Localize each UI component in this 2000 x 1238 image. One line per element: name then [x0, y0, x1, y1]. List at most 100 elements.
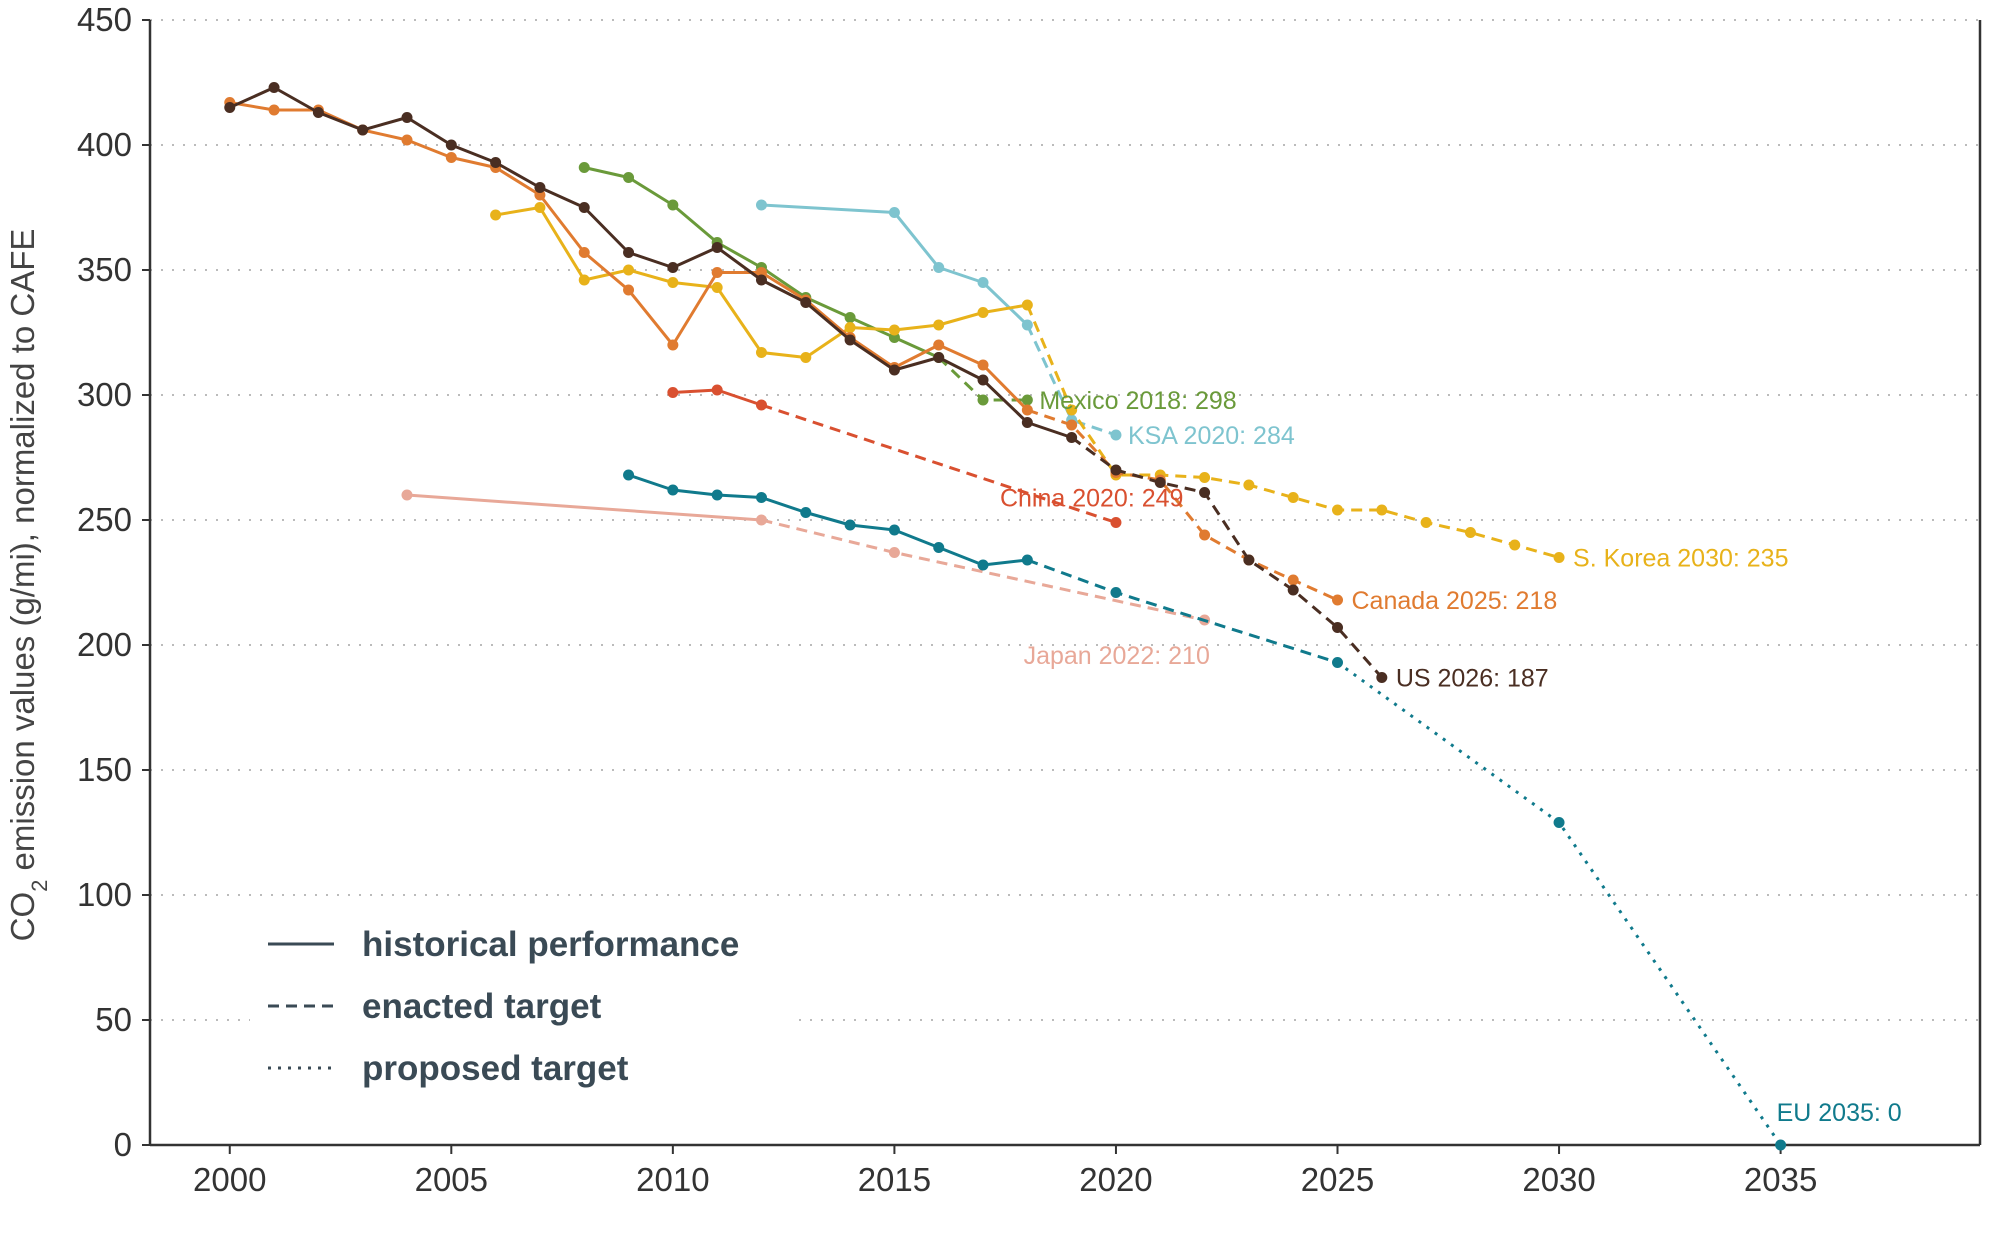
point-china-2011	[711, 384, 723, 396]
point-us-2004	[401, 112, 413, 123]
point-us-2009	[623, 247, 635, 258]
point-us-2002	[312, 107, 324, 118]
x-tick-label-2010: 2010	[636, 1161, 709, 1198]
point-canada-2016	[933, 339, 945, 351]
point-us-2022	[1199, 487, 1211, 498]
point-us-2016	[933, 352, 945, 363]
y-tick-label-350: 350	[77, 251, 132, 288]
point-us-2001	[268, 82, 280, 93]
point-canada-2008	[578, 247, 590, 258]
point-s-korea-2029	[1509, 539, 1521, 551]
series-mexico	[578, 162, 1033, 406]
y-tick-label-0: 0	[114, 1126, 132, 1163]
series-japan-historical-line	[405, 493, 763, 522]
point-s-korea-2006	[490, 209, 502, 221]
point-eu-2013	[800, 507, 812, 518]
point-us-2014	[844, 334, 856, 346]
point-mexico-2008	[578, 162, 590, 173]
point-eu-2030	[1553, 817, 1565, 828]
series-china	[667, 384, 1122, 528]
y-axis-label-main: CO	[4, 892, 41, 942]
series-us	[224, 82, 1388, 683]
point-ksa-2016	[933, 262, 945, 273]
point-eu-2016	[933, 542, 945, 553]
series-eu-historical-line	[627, 473, 1029, 567]
point-eu-2014	[844, 519, 856, 531]
x-tick-label-2000: 2000	[193, 1161, 266, 1198]
point-canada-2024	[1287, 574, 1299, 586]
point-us-2007	[534, 182, 546, 193]
point-eu-2017	[977, 559, 989, 571]
y-tick-label-150: 150	[77, 751, 132, 788]
y-tick-label-450: 450	[77, 1, 132, 38]
point-japan-2004	[401, 489, 413, 501]
legend-label-historical: historical performance	[362, 925, 739, 964]
label-eu: EU 2035: 0	[1777, 1099, 1902, 1127]
y-tick-label-50: 50	[95, 1001, 132, 1038]
y-tick-label-300: 300	[77, 376, 132, 413]
x-tick-label-2020: 2020	[1079, 1161, 1152, 1198]
point-japan-2012	[755, 514, 767, 526]
point-s-korea-2023	[1243, 479, 1255, 491]
point-mexico-2010	[667, 199, 679, 211]
y-tick-label-100: 100	[77, 876, 132, 913]
series-canada-enacted-line	[1026, 408, 1339, 602]
series-us-historical-line	[228, 86, 1074, 439]
point-eu-2010	[667, 484, 679, 496]
point-us-2025	[1332, 622, 1344, 633]
point-s-korea-2008	[578, 274, 590, 286]
point-s-korea-2011	[711, 282, 723, 293]
grid	[150, 19, 1980, 1021]
point-china-2020	[1110, 517, 1122, 528]
point-eu-2018	[1021, 554, 1033, 566]
point-canada-2004	[401, 134, 413, 146]
y-axis-label: CO2 emission values (g/mi), normalized t…	[4, 229, 52, 942]
point-s-korea-2022	[1199, 472, 1211, 483]
label-ksa: KSA 2020: 284	[1128, 422, 1295, 450]
x-tick-label-2015: 2015	[858, 1161, 931, 1198]
point-canada-2018	[1021, 404, 1033, 416]
point-us-2010	[667, 262, 679, 273]
point-eu-2012	[755, 492, 767, 503]
series-ksa	[755, 199, 1122, 441]
legend-background	[250, 905, 790, 1095]
legend-label-enacted: enacted target	[362, 987, 602, 1026]
point-us-2005	[445, 139, 457, 151]
point-ksa-2017	[977, 277, 989, 288]
x-tick-label-2035: 2035	[1744, 1161, 1817, 1198]
point-s-korea-2027	[1420, 517, 1432, 528]
label-us: US 2026: 187	[1396, 665, 1549, 693]
point-us-2013	[800, 297, 812, 308]
point-canada-2001	[268, 104, 280, 116]
point-eu-2011	[711, 489, 723, 501]
series-japan	[401, 489, 1211, 626]
series-eu	[623, 469, 1787, 1151]
point-s-korea-2030	[1553, 552, 1565, 563]
point-s-korea-2010	[667, 277, 679, 288]
label-mexico: Mexico 2018: 298	[1039, 387, 1236, 415]
point-us-2003	[357, 124, 369, 136]
x-ticks: 2000 2005 2010 2015 2020 2025 2030 2035	[193, 1145, 1817, 1198]
y-tick-label-250: 250	[77, 501, 132, 538]
point-china-2012	[755, 399, 767, 411]
point-us-2023	[1243, 554, 1255, 566]
point-s-korea-2012	[755, 347, 767, 358]
point-us-2000	[224, 102, 236, 113]
axes	[148, 20, 1982, 1147]
point-canada-2025	[1332, 594, 1344, 606]
point-us-2024	[1287, 584, 1299, 596]
point-us-2019	[1066, 432, 1078, 443]
series-labels: Mexico 2018: 298 KSA 2020: 284 S. Korea 20…	[1000, 387, 1902, 1127]
x-tick-label-2030: 2030	[1522, 1161, 1595, 1198]
x-tick-label-2005: 2005	[415, 1161, 488, 1198]
point-canada-2022	[1199, 529, 1211, 541]
point-s-korea-2028	[1464, 527, 1476, 538]
y-ticks: 0 50 100 150 200 250 300 350 400 450	[77, 1, 150, 1163]
legend: historical performance enacted target pr…	[250, 905, 790, 1095]
point-s-korea-2017	[977, 307, 989, 318]
point-us-2008	[578, 202, 590, 213]
series-eu-proposed-line	[1336, 661, 1782, 1146]
series-ksa-enacted-line	[1025, 324, 1117, 437]
point-mexico-2014	[844, 312, 856, 323]
